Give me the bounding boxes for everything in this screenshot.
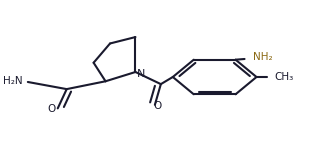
Text: NH₂: NH₂: [253, 52, 272, 62]
Text: CH₃: CH₃: [274, 72, 294, 82]
Text: N: N: [137, 69, 145, 79]
Text: O: O: [48, 104, 56, 114]
Text: H₂N: H₂N: [3, 76, 22, 86]
Text: O: O: [154, 101, 162, 111]
